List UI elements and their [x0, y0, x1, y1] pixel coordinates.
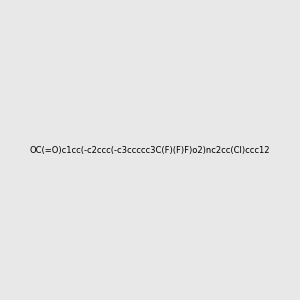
Text: OC(=O)c1cc(-c2ccc(-c3ccccc3C(F)(F)F)o2)nc2cc(Cl)ccc12: OC(=O)c1cc(-c2ccc(-c3ccccc3C(F)(F)F)o2)n…: [30, 146, 270, 154]
